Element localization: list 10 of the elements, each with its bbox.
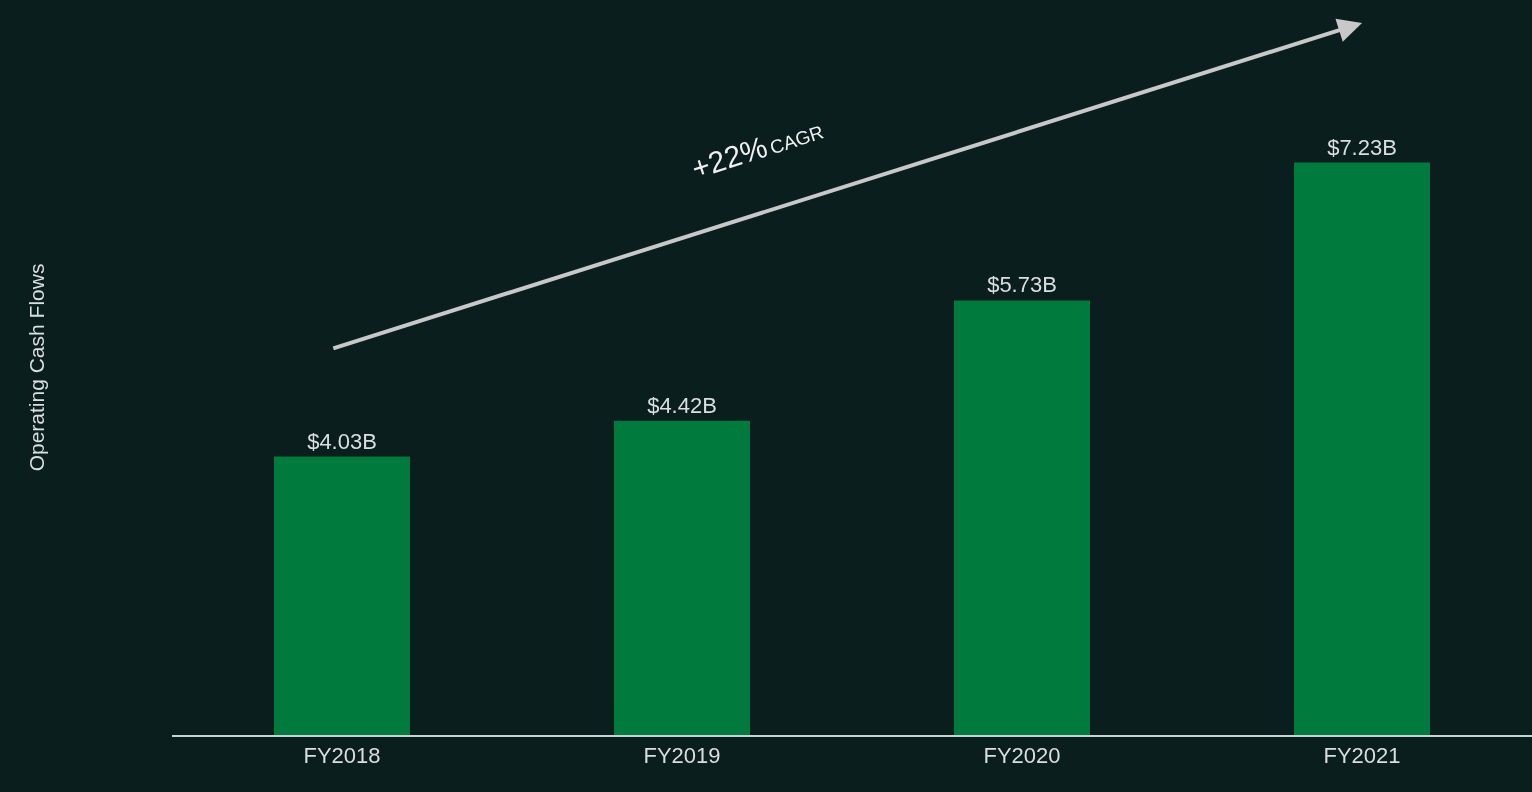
x-tick-label: FY2018 xyxy=(303,743,381,769)
data-label: $4.42B xyxy=(647,392,717,418)
annotation: +22% CAGR xyxy=(687,121,827,186)
data-label: $5.73B xyxy=(987,272,1057,298)
data-label: $4.03B xyxy=(307,428,377,454)
data-label: $7.23B xyxy=(1327,134,1397,160)
x-tick-label: FY2020 xyxy=(983,743,1061,769)
x-tick-label: FY2021 xyxy=(1323,743,1401,769)
x-tick-label: FY2019 xyxy=(643,743,721,769)
y-axis-title: Operating Cash Flows xyxy=(25,263,49,472)
